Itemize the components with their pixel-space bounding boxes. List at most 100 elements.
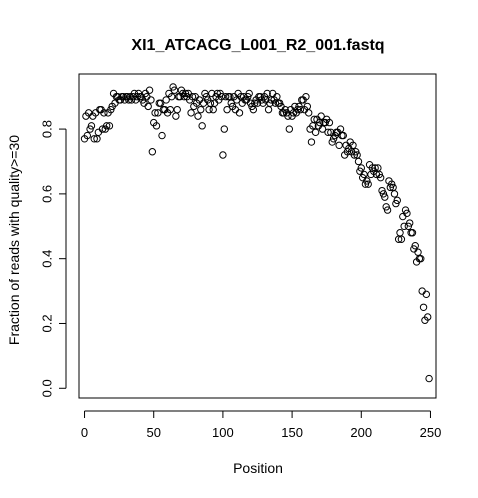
data-point xyxy=(382,203,390,211)
data-point xyxy=(158,131,166,140)
data-point xyxy=(406,219,414,227)
data-point xyxy=(172,112,180,120)
data-point xyxy=(206,99,215,107)
data-point xyxy=(284,112,292,120)
data-point xyxy=(235,109,244,117)
data-point xyxy=(256,92,264,101)
data-point xyxy=(424,313,432,321)
data-point xyxy=(194,112,202,120)
data-point xyxy=(152,122,161,130)
data-point xyxy=(263,89,271,98)
data-point xyxy=(227,99,235,107)
data-point xyxy=(350,151,359,159)
data-point xyxy=(154,109,162,117)
data-point xyxy=(133,92,141,101)
data-point xyxy=(324,128,332,137)
y-axis-label: Fraction of reads with quality>=30 xyxy=(6,135,22,345)
data-point xyxy=(349,141,357,149)
data-point xyxy=(169,83,177,91)
data-point xyxy=(102,122,111,130)
data-point xyxy=(357,164,365,172)
data-point xyxy=(144,102,152,111)
data-point xyxy=(217,92,226,101)
data-point xyxy=(296,105,305,114)
data-point xyxy=(396,229,404,237)
data-point xyxy=(310,115,318,124)
data-point xyxy=(246,99,255,107)
data-point xyxy=(417,254,425,263)
data-point xyxy=(83,131,92,140)
data-point xyxy=(148,148,157,156)
data-point xyxy=(201,89,209,98)
data-point xyxy=(188,92,197,101)
x-tick-label: 200 xyxy=(350,425,372,440)
data-point xyxy=(339,131,347,140)
data-point xyxy=(386,183,395,192)
data-point xyxy=(119,92,127,101)
data-point xyxy=(393,196,401,205)
x-axis-label: Position xyxy=(233,460,283,476)
data-point xyxy=(281,105,289,114)
data-point xyxy=(221,92,230,101)
data-point xyxy=(392,199,400,208)
x-tick-label: 0 xyxy=(81,425,88,440)
x-tick-label: 250 xyxy=(420,425,442,440)
data-point xyxy=(418,287,426,295)
data-point xyxy=(199,99,208,107)
data-point xyxy=(399,212,407,221)
data-point xyxy=(329,135,338,143)
data-point xyxy=(87,122,96,130)
plot-frame xyxy=(78,73,437,399)
data-point xyxy=(321,118,329,127)
data-point xyxy=(107,105,115,114)
data-point xyxy=(422,290,431,299)
data-point xyxy=(379,190,388,198)
data-point xyxy=(264,105,273,114)
data-point xyxy=(328,138,336,146)
data-point xyxy=(168,92,176,101)
data-point xyxy=(388,180,396,188)
data-point xyxy=(408,229,417,237)
data-point xyxy=(251,99,259,107)
data-point xyxy=(127,96,136,104)
y-tick-label: 0.0 xyxy=(39,379,54,397)
data-point xyxy=(400,222,408,230)
data-point xyxy=(202,92,211,101)
data-point xyxy=(187,109,195,117)
data-point xyxy=(363,177,371,185)
data-point xyxy=(197,105,205,114)
data-point xyxy=(245,89,253,98)
y-tick-label: 0.4 xyxy=(39,250,54,268)
y-axis: 0.0 0.2 0.4 0.6 0.8 xyxy=(39,120,67,397)
data-point xyxy=(401,206,410,214)
data-point xyxy=(352,148,360,156)
data-point xyxy=(90,135,98,143)
data-point xyxy=(361,180,370,188)
data-point xyxy=(210,99,219,107)
data-point xyxy=(166,105,175,114)
data-point xyxy=(156,99,165,107)
data-point xyxy=(219,151,227,159)
data-point xyxy=(375,170,383,179)
data-point xyxy=(343,148,352,156)
data-point xyxy=(376,173,385,182)
data-point xyxy=(368,164,377,172)
data-point xyxy=(311,128,320,137)
y-tick-label: 0.8 xyxy=(39,120,54,138)
x-axis: 0 50 100 150 200 250 xyxy=(81,410,442,440)
data-point xyxy=(170,86,179,94)
data-point xyxy=(151,109,159,117)
data-point xyxy=(198,122,206,130)
data-point xyxy=(317,112,325,120)
data-point xyxy=(285,125,294,133)
data-point xyxy=(411,242,419,250)
data-point xyxy=(162,96,170,104)
data-point xyxy=(275,99,284,107)
data-point xyxy=(173,105,181,114)
data-point xyxy=(293,105,302,114)
data-point xyxy=(216,89,224,98)
data-point xyxy=(364,180,372,188)
x-tick-label: 100 xyxy=(212,425,234,440)
data-points xyxy=(80,83,433,383)
data-point xyxy=(209,105,217,114)
